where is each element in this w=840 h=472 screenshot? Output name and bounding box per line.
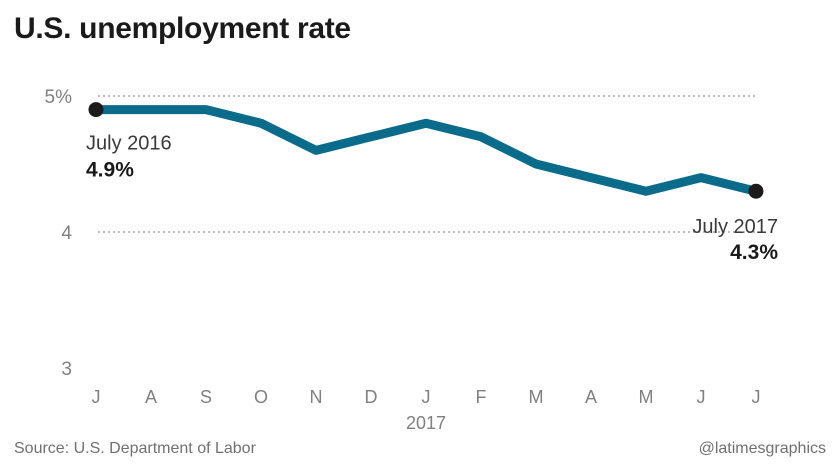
data-point-1 (150, 109, 152, 111)
annotation-label-0: July 2016 (86, 133, 172, 155)
data-point-4 (315, 149, 317, 151)
x-tick-label-12: J (752, 387, 761, 407)
x-axis-ticks: J A S O N D J F M A M J J 2017 (92, 387, 761, 433)
x-tick-label-2: S (200, 387, 212, 407)
data-point-9 (590, 177, 592, 179)
x-tick-label-6: J (422, 387, 431, 407)
data-point-2 (205, 109, 207, 111)
x-tick-label-11: J (697, 387, 706, 407)
x-tick-label-0: J (92, 387, 101, 407)
endpoint-marker-0 (88, 102, 104, 118)
x-tick-label-8: M (529, 387, 544, 407)
chart-title: U.S. unemployment rate (14, 12, 351, 45)
data-point-3 (260, 122, 262, 124)
data-point-5 (370, 136, 372, 138)
series-group (95, 105, 758, 196)
data-point-10 (645, 190, 647, 192)
x-tick-label-1: A (145, 387, 157, 407)
x-tick-label-5: D (365, 387, 378, 407)
x-tick-label-9: A (585, 387, 597, 407)
y-tick-label-1: 4 (61, 223, 72, 244)
y-tick-label-0: 5% (45, 87, 73, 108)
annotations-group: July 2016 4.9% July 2017 4.3% (86, 102, 778, 264)
series-line-0 (96, 105, 758, 196)
annotation-label-1: July 2017 (692, 216, 778, 238)
year-marker-label: 2017 (406, 413, 446, 433)
x-tick-label-10: M (639, 387, 654, 407)
y-tick-label-2: 3 (61, 359, 72, 380)
data-point-8 (535, 163, 537, 165)
annotation-value-1: 4.3% (730, 241, 778, 264)
data-point-7 (480, 136, 482, 138)
data-point-11 (700, 177, 702, 179)
x-tick-label-7: F (476, 387, 487, 407)
credit-handle: @latimesgraphics (698, 440, 826, 457)
x-tick-label-4: N (310, 387, 323, 407)
source-note: Source: U.S. Department of Labor (14, 440, 256, 457)
data-point-6 (425, 122, 427, 124)
y-axis-ticks: 5% 4 3 (45, 87, 73, 380)
x-tick-label-3: O (254, 387, 268, 407)
endpoint-marker-1 (748, 183, 764, 199)
annotation-value-0: 4.9% (86, 159, 134, 182)
gridlines (98, 95, 756, 233)
